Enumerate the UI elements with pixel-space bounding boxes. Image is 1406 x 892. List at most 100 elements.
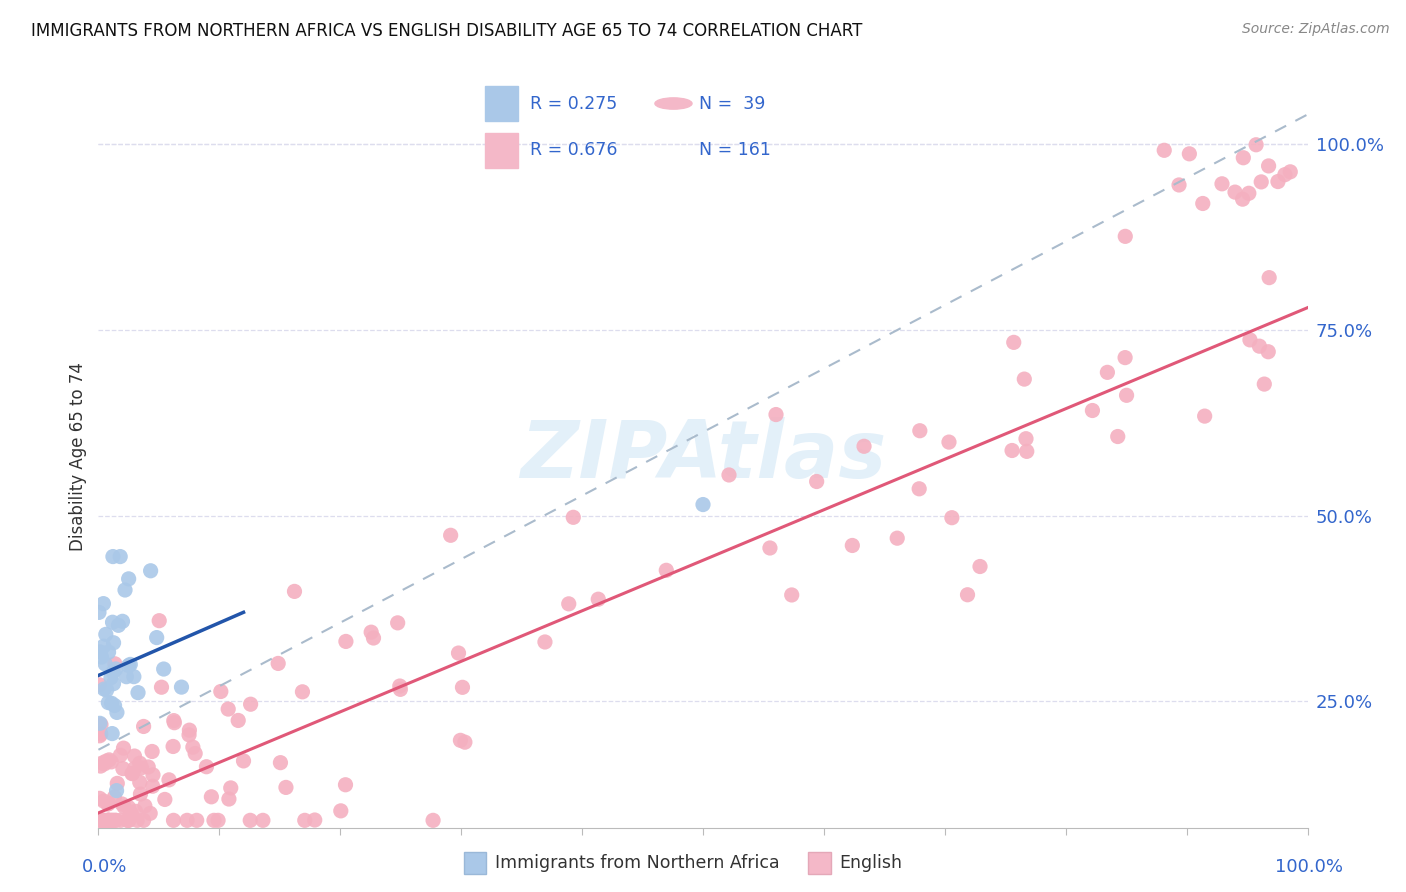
Point (283, 584, 305, 599)
Point (1015, 444, 1038, 458)
Point (132, 719, 155, 733)
Point (97, 696, 120, 710)
Circle shape (655, 98, 692, 109)
Point (969, 559, 991, 574)
Point (588, 592, 610, 607)
FancyBboxPatch shape (485, 87, 519, 121)
Point (1002, 335, 1025, 350)
Point (122, 670, 145, 684)
Point (97, 814, 120, 828)
Point (91, 814, 114, 828)
Point (145, 631, 167, 645)
Point (91, 756, 114, 770)
Point (1107, 429, 1129, 443)
Point (97, 797, 120, 811)
Point (98, 814, 121, 828)
Point (447, 646, 470, 660)
Point (97, 797, 120, 811)
Point (202, 814, 225, 828)
Point (90, 650, 112, 665)
Point (117, 658, 139, 673)
Point (132, 814, 155, 828)
Point (1194, 409, 1216, 423)
Point (117, 814, 139, 828)
Point (93, 756, 115, 771)
Point (104, 662, 127, 676)
Point (108, 549, 131, 564)
Point (163, 715, 186, 730)
Point (103, 790, 125, 805)
Point (387, 615, 409, 630)
Point (127, 814, 149, 828)
Point (335, 634, 357, 648)
Point (117, 800, 139, 814)
Point (141, 744, 163, 758)
Point (100, 696, 122, 710)
Point (360, 625, 382, 640)
Point (186, 814, 208, 828)
Point (759, 541, 782, 555)
Point (1014, 372, 1036, 386)
Point (717, 467, 740, 482)
Point (96, 814, 118, 828)
Point (440, 528, 463, 542)
Point (1232, 151, 1254, 165)
Point (1239, 333, 1261, 347)
Point (218, 792, 240, 806)
Point (1253, 377, 1275, 392)
Point (89, 791, 111, 805)
Point (142, 779, 165, 793)
Point (1279, 165, 1302, 179)
Point (90, 814, 112, 828)
Point (89, 814, 111, 828)
Point (107, 618, 129, 632)
Point (692, 498, 714, 512)
Point (124, 749, 146, 764)
Point (1257, 344, 1279, 359)
Text: ZIPAtlas: ZIPAtlas (520, 417, 886, 495)
Point (162, 814, 184, 828)
Point (101, 726, 124, 740)
Point (97, 814, 120, 828)
Point (103, 698, 125, 713)
Point (534, 635, 557, 649)
FancyBboxPatch shape (485, 133, 519, 168)
Point (124, 805, 146, 819)
Point (139, 806, 162, 821)
Point (100, 671, 122, 685)
Text: N =  39: N = 39 (699, 95, 765, 112)
Point (388, 679, 411, 693)
Point (103, 676, 125, 690)
Point (195, 760, 218, 774)
Point (780, 588, 803, 602)
Point (157, 772, 180, 787)
Point (111, 762, 134, 776)
Point (131, 761, 153, 775)
Point (90, 814, 112, 828)
Point (105, 776, 128, 790)
Point (207, 814, 229, 828)
Point (841, 539, 863, 553)
Text: 0.0%: 0.0% (82, 858, 127, 876)
Point (269, 756, 291, 770)
Point (291, 685, 314, 699)
Point (112, 800, 135, 814)
Point (93, 814, 115, 828)
Text: Immigrants from Northern Africa: Immigrants from Northern Africa (495, 854, 779, 872)
Point (232, 754, 254, 768)
Point (806, 475, 828, 489)
Point (558, 597, 581, 611)
Point (148, 614, 170, 628)
Point (1015, 432, 1038, 446)
Point (1249, 339, 1271, 353)
Point (93, 794, 115, 808)
Point (110, 748, 132, 763)
Point (1250, 175, 1272, 189)
Point (329, 804, 352, 818)
Point (908, 424, 931, 438)
Text: R = 0.275: R = 0.275 (530, 95, 617, 112)
Point (389, 682, 412, 697)
Point (363, 631, 385, 645)
Point (89, 729, 111, 743)
Point (101, 615, 124, 630)
